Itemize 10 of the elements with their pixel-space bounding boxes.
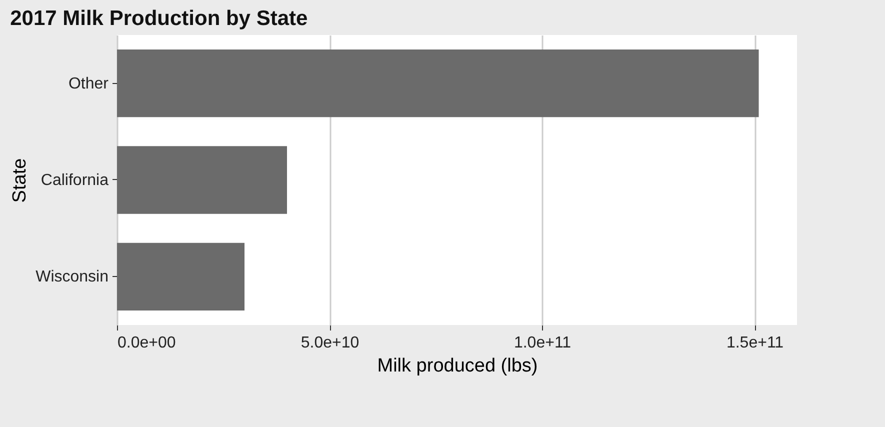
chart-title: 2017 Milk Production by State: [10, 7, 308, 30]
x-tick-label: 1.0e+11: [514, 334, 572, 352]
y-tick-label: California: [40, 172, 109, 189]
x-tick-label: 5.0e+10: [300, 334, 360, 352]
x-tick-label: 1.5e+11: [726, 334, 784, 352]
y-tick-label: Wisconsin: [36, 268, 108, 286]
y-axis-title: State: [10, 158, 31, 203]
x-axis-title: Milk produced (lbs): [377, 356, 538, 376]
x-tick-label: 0.0e+00: [118, 334, 176, 352]
y-tick-label: Other: [68, 75, 110, 92]
